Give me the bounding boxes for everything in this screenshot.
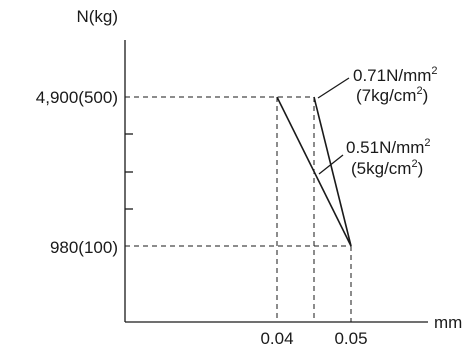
series-line-2 (276, 96, 352, 247)
series-2-label-line1: 0.51N/mm2 (346, 137, 431, 157)
series-lines (276, 96, 352, 247)
y-tick-label-980: 980(100) (50, 238, 118, 257)
x-axis-label: mm (434, 313, 462, 332)
series-1-label-line1: 0.71N/mm2 (353, 65, 438, 85)
x-tick-label-0.05: 0.05 (334, 329, 367, 348)
series-line-1 (313, 96, 352, 247)
axes (124, 40, 428, 323)
series-2-label-line2: (5kg/cm2) (351, 158, 423, 178)
pointer-series-1 (317, 77, 350, 99)
y-tick-label-4900: 4,900(500) (36, 88, 118, 107)
x-tick-label-0.04: 0.04 (260, 329, 293, 348)
reference-lines (125, 96, 352, 322)
series-1-label-line2: (7kg/cm2) (356, 85, 428, 105)
y-axis-label: N(kg) (76, 7, 118, 26)
pointer-lines (317, 77, 350, 175)
pointer-series-2 (318, 154, 344, 175)
